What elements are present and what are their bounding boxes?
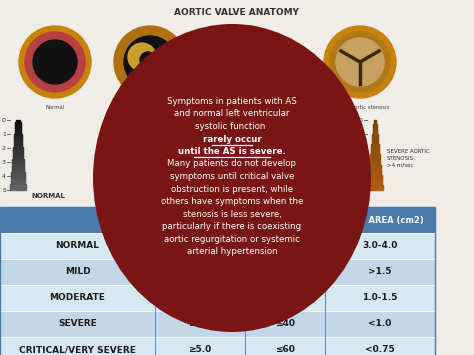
Text: Severe aortic stenosis: Severe aortic stenosis	[331, 105, 389, 110]
Circle shape	[336, 38, 384, 86]
Bar	[0, 259, 435, 285]
Bar	[0, 207, 435, 355]
Text: symptoms until critical valve: symptoms until critical valve	[170, 172, 294, 181]
Bar	[0, 207, 435, 233]
Text: 1.0-1.5: 1.0-1.5	[362, 294, 398, 302]
Text: <1.0: <1.0	[368, 320, 392, 328]
Text: and normal left ventricular: and normal left ventricular	[174, 109, 290, 119]
Circle shape	[220, 34, 276, 90]
Ellipse shape	[93, 24, 371, 332]
Text: SEVERE AORTIC
STENOSIS
>4 m/sec: SEVERE AORTIC STENOSIS >4 m/sec	[387, 149, 430, 168]
Text: 4: 4	[2, 174, 6, 179]
Text: 3.0-4.0: 3.0-4.0	[362, 241, 398, 251]
Text: Symptoms in patients with AS: Symptoms in patients with AS	[167, 97, 297, 106]
Text: Aortic scler...: Aortic scler...	[133, 105, 167, 110]
Text: 3: 3	[2, 159, 6, 164]
Text: CRITICAL/VERY SEVERE: CRITICAL/VERY SEVERE	[19, 345, 136, 355]
Circle shape	[124, 36, 176, 88]
Text: systolic function: systolic function	[195, 122, 269, 131]
Text: MODERATE: MODERATE	[50, 294, 105, 302]
Text: 2.5-≤2.9: 2.5-≤2.9	[178, 268, 221, 277]
Circle shape	[19, 26, 91, 98]
Circle shape	[212, 26, 284, 98]
Circle shape	[330, 32, 390, 92]
Text: particularly if there is coexisting: particularly if there is coexisting	[163, 222, 301, 231]
Bar	[0, 337, 435, 355]
Text: 1: 1	[359, 131, 363, 137]
Text: aortic regurgitation or systemic: aortic regurgitation or systemic	[164, 235, 300, 244]
Text: 4: 4	[359, 174, 363, 179]
Text: ≤60: ≤60	[275, 345, 295, 355]
Text: arterial hypertension: arterial hypertension	[187, 247, 277, 256]
Text: SEVERE: SEVERE	[58, 320, 97, 328]
Text: 2: 2	[2, 146, 6, 151]
Text: AORTIC VALVE ANATOMY: AORTIC VALVE ANATOMY	[174, 8, 300, 17]
Circle shape	[140, 52, 156, 68]
Circle shape	[226, 40, 270, 84]
Text: MILD: MILD	[64, 268, 91, 277]
Text: obstruction is present, while: obstruction is present, while	[171, 185, 293, 193]
Text: Normal: Normal	[46, 105, 64, 110]
Text: 3.0-3.9: 3.0-3.9	[182, 294, 218, 302]
Text: 0: 0	[2, 118, 6, 122]
Text: until the AS is severe.: until the AS is severe.	[178, 147, 286, 156]
Circle shape	[128, 43, 156, 71]
Bar	[0, 311, 435, 337]
Text: others have symptoms when the: others have symptoms when the	[161, 197, 303, 206]
Text: NORMAL: NORMAL	[55, 241, 100, 251]
Bar	[0, 233, 435, 259]
Text: 3: 3	[359, 159, 363, 164]
Circle shape	[142, 60, 162, 80]
Text: Many patients do not develop: Many patients do not develop	[167, 159, 297, 169]
Bar	[0, 285, 435, 311]
Circle shape	[324, 26, 396, 98]
Text: ≥5.0: ≥5.0	[188, 345, 211, 355]
Text: 5: 5	[359, 187, 363, 192]
Circle shape	[236, 50, 260, 74]
Text: 0: 0	[359, 118, 363, 122]
Text: 5: 5	[2, 187, 6, 192]
Text: 2: 2	[359, 146, 363, 151]
Text: ≤40: ≤40	[275, 320, 295, 328]
Text: ≤39: ≤39	[275, 294, 295, 302]
Text: 1: 1	[2, 131, 6, 137]
Text: >1.5: >1.5	[368, 268, 392, 277]
Text: ≥4.0: ≥4.0	[188, 320, 212, 328]
Text: <0.75: <0.75	[365, 345, 395, 355]
Circle shape	[25, 32, 85, 92]
Text: VALVE AREA (cm2): VALVE AREA (cm2)	[337, 215, 423, 224]
Text: NORMAL: NORMAL	[31, 193, 65, 199]
Text: rarely occur: rarely occur	[202, 135, 261, 143]
Circle shape	[33, 40, 77, 84]
Text: stenosis is less severe,: stenosis is less severe,	[182, 209, 282, 218]
Circle shape	[114, 26, 186, 98]
Text: ...stenosis: ...stenosis	[235, 105, 261, 110]
